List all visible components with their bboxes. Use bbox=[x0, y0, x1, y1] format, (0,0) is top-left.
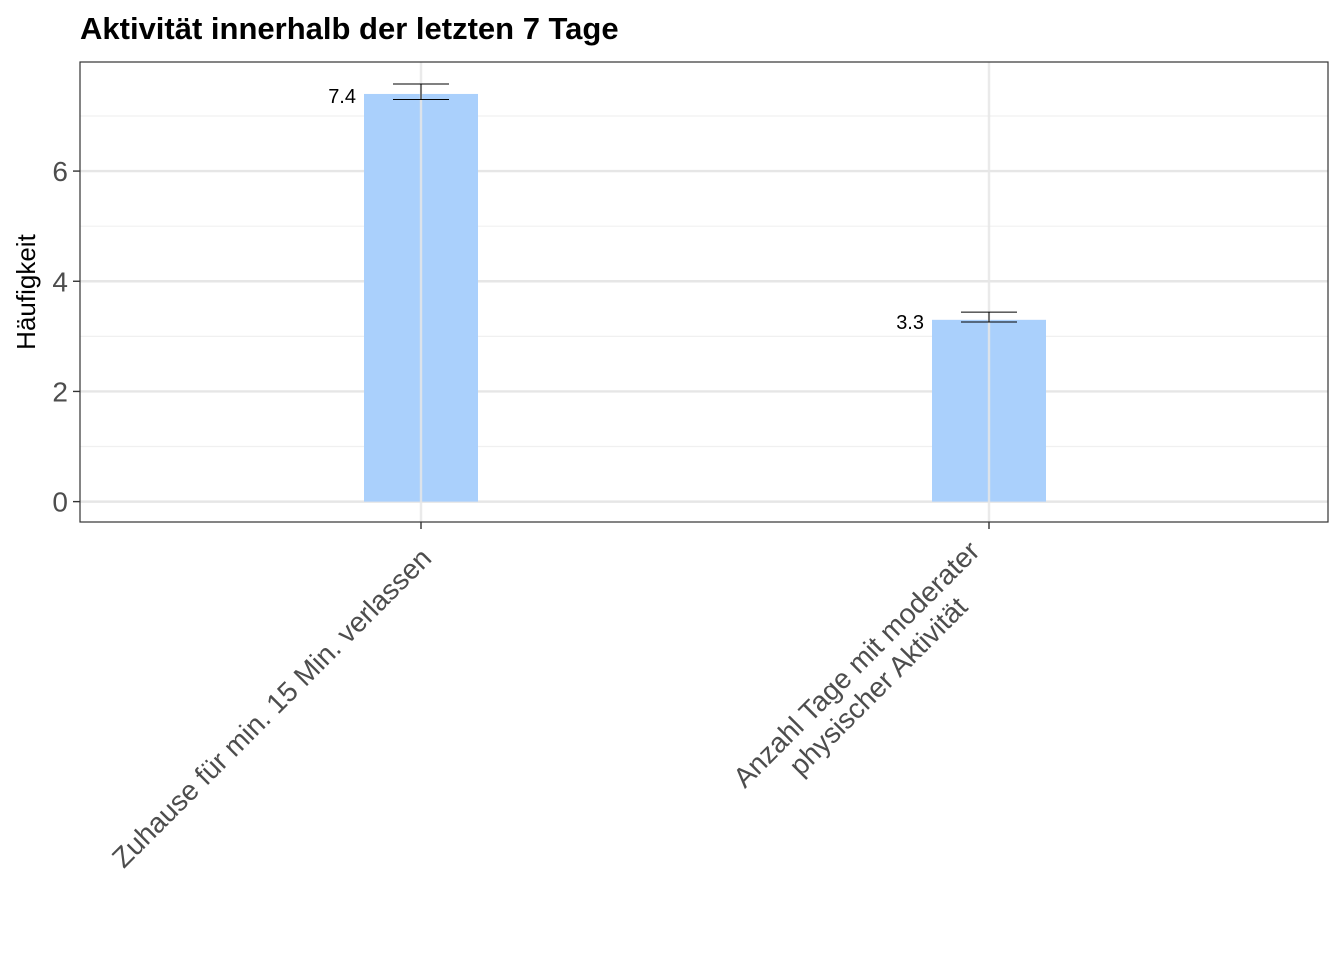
grid-lines bbox=[80, 115, 1328, 503]
error-bars bbox=[393, 83, 1017, 323]
y-tick-label: 4 bbox=[52, 266, 68, 297]
y-axis: 0 2 4 6 bbox=[52, 156, 80, 518]
value-labels: 7.4 3.3 bbox=[328, 86, 924, 334]
bars bbox=[364, 93, 1046, 502]
y-tick-label: 0 bbox=[52, 487, 68, 518]
vertical-gridlines bbox=[419, 62, 991, 522]
value-label: 3.3 bbox=[896, 312, 924, 334]
y-tick-label: 2 bbox=[52, 376, 68, 407]
chart-title: Aktivität innerhalb der letzten 7 Tage bbox=[80, 11, 619, 46]
x-tick-label-line: Zuhause für min. 15 Min. verlassen bbox=[106, 542, 437, 873]
x-tick-label-line: Anzahl Tage mit moderater bbox=[727, 535, 985, 793]
x-axis: Zuhause für min. 15 Min. verlassen Anzahl… bbox=[106, 522, 1007, 873]
x-tick-label: Zuhause für min. 15 Min. verlassen bbox=[106, 542, 437, 873]
value-label: 7.4 bbox=[328, 86, 356, 108]
panel-border bbox=[79, 61, 1329, 523]
y-tick-label: 6 bbox=[52, 156, 68, 187]
y-axis-title: Häufigkeit bbox=[11, 233, 41, 349]
x-tick-label: Anzahl Tage mit moderaterphysischer Akti… bbox=[727, 535, 1007, 815]
